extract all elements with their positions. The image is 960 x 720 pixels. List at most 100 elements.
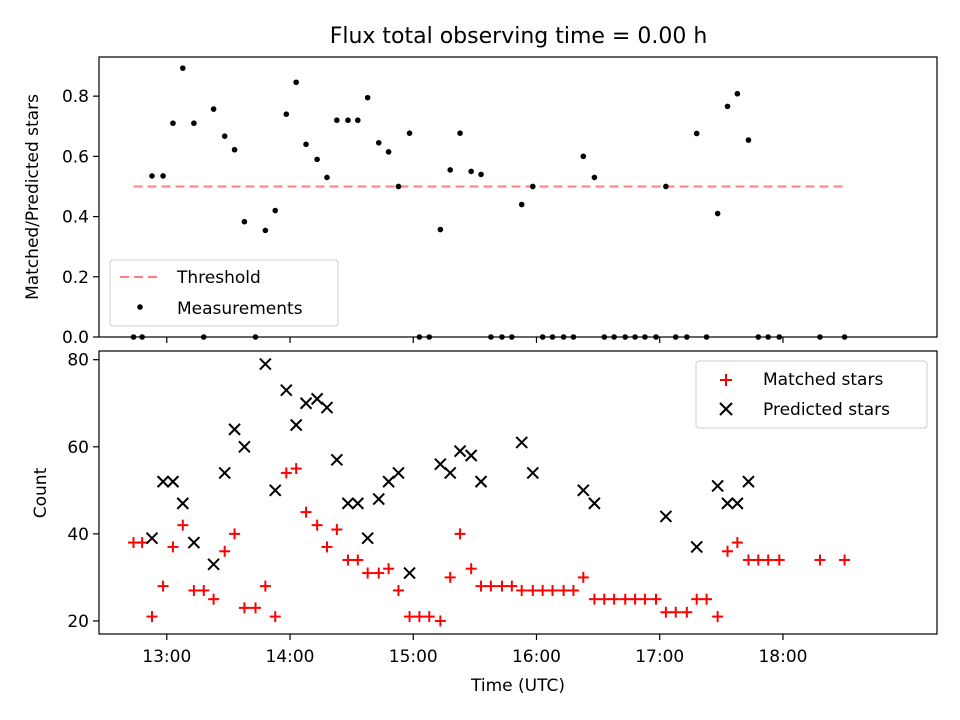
matched-star-point <box>177 519 189 531</box>
predicted-star-point <box>577 484 590 497</box>
matched-star-point <box>238 602 250 614</box>
top-y-tick-label: 0.6 <box>62 147 89 167</box>
predicted-star-point <box>207 558 220 571</box>
measurement-point <box>160 173 166 179</box>
legend-threshold-label: Threshold <box>176 268 261 288</box>
matched-star-point <box>839 554 851 566</box>
measurement-point <box>406 130 413 136</box>
matched-star-point <box>639 593 651 605</box>
measurement-point <box>149 173 155 179</box>
predicted-star-point <box>145 532 159 545</box>
top-y-tick-label: 0.8 <box>62 87 89 107</box>
matched-star-point <box>352 554 364 566</box>
matched-star-point <box>588 593 600 605</box>
top-legend-box <box>109 259 339 327</box>
measurement-point <box>375 140 382 146</box>
predicted-star-point <box>280 383 293 397</box>
predicted-star-point <box>474 475 488 488</box>
matched-star-point <box>167 541 179 553</box>
measurement-point <box>231 146 238 153</box>
legend-predicted-swatch <box>719 402 733 416</box>
matched-star-point <box>516 584 528 596</box>
matched-star-point <box>331 524 343 536</box>
measurement-point <box>191 120 197 127</box>
bottom-legend-box <box>695 360 928 429</box>
measurement-point <box>364 94 371 101</box>
matched-star-point <box>598 593 610 605</box>
matched-star-point <box>342 554 354 566</box>
measurement-point <box>354 117 361 124</box>
matched-star-point <box>465 563 477 575</box>
predicted-star-point <box>238 440 251 453</box>
measurement-point <box>663 183 669 190</box>
top-axes-frame <box>98 56 938 338</box>
predicted-star-point <box>351 497 365 510</box>
matched-star-point <box>300 506 312 518</box>
matched-star-point <box>311 519 323 531</box>
matched-star-point <box>742 554 754 566</box>
measurement-point <box>395 183 402 190</box>
measurement-point <box>221 133 228 139</box>
bottom-x-axis-label: Time (UTC) <box>470 676 565 696</box>
top-y-ticks: 0.0 0.2 0.4 0.6 0.8 <box>62 87 99 348</box>
measurement-point <box>385 149 392 155</box>
measurement-point <box>580 153 587 160</box>
predicted-star-point <box>464 449 478 462</box>
bottom-x-tick-label: 18:00 <box>758 647 807 667</box>
predicted-star-point <box>259 357 272 371</box>
matched-star-point <box>290 463 302 475</box>
measurement-point <box>437 226 444 233</box>
chart-title: Flux total observing time = 0.00 h <box>330 24 708 49</box>
matched-star-point <box>146 611 158 623</box>
matched-star-point <box>157 580 169 592</box>
predicted-star-point <box>526 466 539 480</box>
measurement-point <box>468 168 474 175</box>
matched-star-point <box>383 563 395 575</box>
predicted-star-point <box>711 479 724 493</box>
measurement-point <box>591 174 598 181</box>
measurement-point <box>345 117 351 124</box>
predicted-star-point <box>269 484 282 497</box>
matched-star-point <box>752 554 764 566</box>
measurement-point <box>734 90 741 97</box>
matched-star-point <box>773 554 785 566</box>
measurement-point <box>745 137 752 143</box>
top-plot-marks <box>130 65 848 340</box>
matched-star-point <box>423 611 435 623</box>
matched-star-point <box>650 593 662 605</box>
matched-star-point <box>404 611 416 623</box>
bottom-y-tick-label: 20 <box>67 612 89 632</box>
predicted-star-point <box>382 475 395 488</box>
measurement-point <box>314 156 320 163</box>
bottom-x-ticks: 13:00 14:00 15:00 16:00 17:00 18:00 <box>142 634 807 667</box>
matched-star-point <box>537 584 549 596</box>
predicted-star-point <box>228 423 241 436</box>
matched-star-point <box>219 545 231 557</box>
matched-star-point <box>198 584 210 596</box>
matched-star-point <box>558 584 570 596</box>
predicted-star-point <box>299 397 313 410</box>
matched-star-point <box>208 593 220 605</box>
measurement-point <box>170 120 176 127</box>
predicted-star-point <box>588 497 601 510</box>
predicted-star-point <box>392 466 405 480</box>
matched-star-point <box>413 611 425 623</box>
matched-star-point <box>434 615 446 627</box>
bottom-axes-frame <box>98 350 938 635</box>
bottom-legend: Matched stars Predicted stars <box>695 360 928 429</box>
predicted-star-point <box>515 436 528 449</box>
matched-star-point <box>475 580 487 592</box>
matched-star-point <box>392 584 404 596</box>
measurement-point <box>447 167 454 173</box>
bottom-y-ticks: 20 40 60 80 <box>67 351 99 632</box>
measurement-point <box>324 174 330 181</box>
matched-star-point <box>229 528 241 540</box>
top-panel: 0.00.20.40.60.8 Matched/Predicted stars … <box>23 56 938 348</box>
matched-star-point <box>280 467 292 479</box>
legend-measurements-label: Measurements <box>177 299 303 319</box>
measurement-point <box>529 183 536 190</box>
predicted-star-point <box>444 466 457 480</box>
legend-measurements-swatch <box>137 304 143 310</box>
legend-predicted-label: Predicted stars <box>763 400 890 420</box>
